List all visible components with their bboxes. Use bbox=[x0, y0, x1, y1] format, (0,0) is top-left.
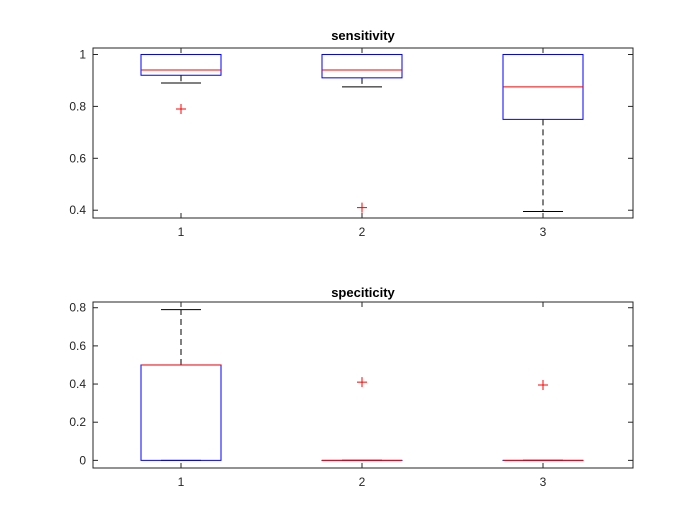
outlier-marker bbox=[357, 377, 367, 388]
y-tick-label: 0.8 bbox=[69, 301, 86, 315]
y-tick-label: 0.2 bbox=[69, 415, 86, 429]
y-tick-label: 0 bbox=[79, 453, 86, 467]
x-tick-label: 3 bbox=[540, 475, 547, 489]
x-tick-label: 2 bbox=[359, 475, 366, 489]
subplot-title: speciticity bbox=[331, 285, 395, 300]
box-group-1 bbox=[140, 53, 222, 114]
axes-frame bbox=[92, 47, 634, 219]
y-tick-label: 0.8 bbox=[69, 99, 86, 113]
sensitivity-subplot: 0.4 0.6 0.8 1 1 2 3 sensitivity bbox=[69, 28, 634, 239]
outlier-marker bbox=[176, 103, 186, 114]
axes-frame bbox=[92, 301, 634, 469]
y-tick-label: 0.4 bbox=[69, 377, 86, 391]
box-group-3 bbox=[502, 380, 584, 461]
x-tick-label: 3 bbox=[540, 225, 547, 239]
subplot-title: sensitivity bbox=[331, 28, 395, 43]
box bbox=[140, 53, 222, 76]
y-tick-label: 0.4 bbox=[69, 203, 86, 217]
box bbox=[321, 53, 403, 79]
x-tick-label: 2 bbox=[359, 225, 366, 239]
box-group-2 bbox=[321, 377, 403, 461]
y-tick-label: 0.6 bbox=[69, 339, 86, 353]
box-group-3 bbox=[502, 53, 584, 213]
outlier-marker bbox=[357, 202, 367, 213]
speciticity-subplot: 0 0.2 0.4 0.6 0.8 1 2 3 speciticity bbox=[69, 285, 634, 489]
y-tick-label: 0.6 bbox=[69, 151, 86, 165]
x-tick-label: 1 bbox=[178, 225, 185, 239]
box-group-1 bbox=[140, 309, 222, 461]
box-group-2 bbox=[321, 53, 403, 213]
y-tick-label: 1 bbox=[79, 47, 86, 61]
outlier-marker bbox=[538, 380, 548, 390]
x-tick-label: 1 bbox=[178, 475, 185, 489]
